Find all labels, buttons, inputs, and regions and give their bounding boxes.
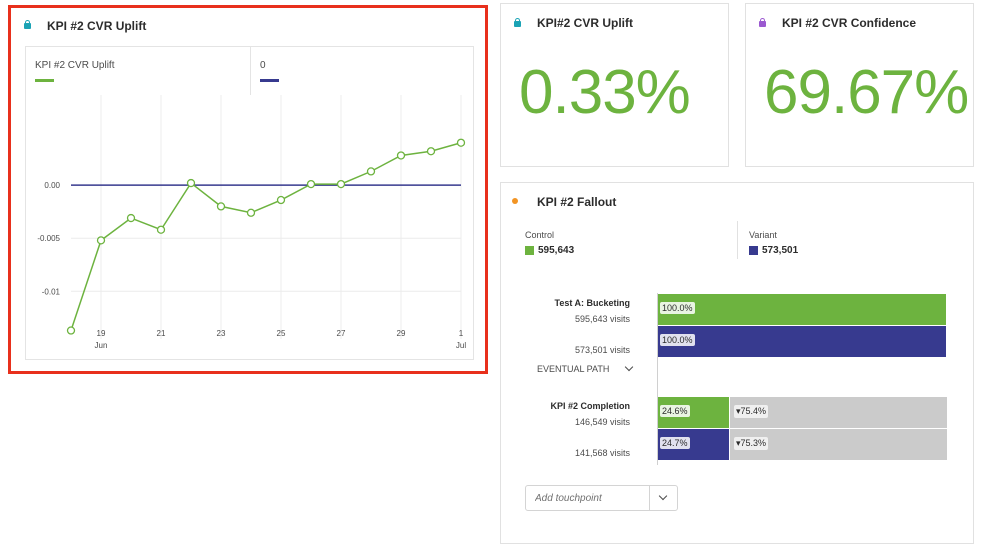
visits-count: 141,568 visits	[574, 448, 630, 458]
data-point	[396, 151, 406, 160]
fallout-dropoff-control[interactable]: ▾75.4%	[730, 397, 947, 428]
cvr-uplift-chart-panel: KPI #2 CVR Uplift KPI #2 CVR Uplift 0 0.…	[8, 5, 488, 374]
chevron-down-icon	[658, 491, 668, 501]
x-tick-month-label: Jul	[456, 341, 466, 350]
eventual-path-label: EVENTUAL PATH	[537, 364, 610, 374]
cvr-confidence-panel: KPI #2 CVR Confidence 69.67%	[745, 3, 974, 167]
bar-percent: 24.6%	[660, 405, 690, 417]
data-point	[426, 147, 436, 156]
data-point	[96, 236, 106, 245]
fallout-dropoff-variant[interactable]: ▾75.3%	[730, 429, 947, 460]
data-point	[456, 138, 466, 147]
confidence-value: 69.67%	[764, 58, 969, 127]
touchpoint-name[interactable]: Test A: Bucketing	[554, 298, 630, 308]
segment-divider	[737, 221, 738, 259]
segment-swatch	[749, 246, 758, 255]
fallout-panel: KPI #2 Fallout Control 595,643 Variant 5…	[500, 182, 974, 544]
x-tick-label: 19	[97, 329, 106, 338]
chart-area: KPI #2 CVR Uplift 0 0.00 -0.005 -0.01 19 Jun…	[25, 46, 474, 360]
x-tick-month-label: Jun	[95, 341, 108, 350]
legend-item-zero[interactable]: 0	[251, 47, 475, 95]
y-tick-label: -0.01	[42, 287, 61, 296]
x-tick-label: 29	[397, 329, 406, 338]
dropoff-percent: ▾75.4%	[734, 405, 769, 418]
legend-label: KPI #2 CVR Uplift	[35, 60, 115, 71]
bar-percent: 100.0%	[660, 334, 695, 346]
data-point	[216, 202, 226, 211]
touchpoint-name[interactable]: KPI #2 Completion	[550, 401, 630, 411]
bar-percent: 100.0%	[660, 302, 695, 314]
data-point	[66, 326, 76, 335]
eventual-path-toggle[interactable]: EVENTUAL PATH	[537, 362, 637, 377]
dot-icon	[512, 198, 518, 204]
lock-icon	[24, 20, 31, 29]
line-chart: 0.00 -0.005 -0.01 19 Jun 21 23 25 27 29 1 Jul	[37, 95, 466, 350]
segment-count: 595,643	[538, 245, 575, 256]
visits-count: 595,643 visits	[574, 314, 630, 324]
uplift-panel-title: KPI#2 CVR Uplift	[537, 16, 634, 30]
data-point	[246, 208, 256, 217]
add-touchpoint-input[interactable]	[526, 486, 650, 510]
lock-icon	[759, 18, 766, 27]
visits-count: 573,501 visits	[574, 345, 630, 355]
segment-swatch	[525, 246, 534, 255]
y-tick-label: -0.005	[37, 234, 60, 243]
fallout-bar-variant[interactable]: 100.0%	[658, 326, 946, 357]
data-point	[126, 213, 136, 223]
add-touchpoint-dropdown-button[interactable]	[649, 486, 677, 510]
x-tick-label: 21	[157, 329, 166, 338]
x-tick-label: 27	[337, 329, 346, 338]
x-tick-label: 25	[277, 329, 286, 338]
x-tick-label: 1	[459, 329, 464, 338]
add-touchpoint-combobox[interactable]	[525, 485, 678, 511]
segment-label: Variant	[749, 230, 777, 240]
chevron-down-icon	[624, 362, 634, 372]
cvr-uplift-summary-panel: KPI#2 CVR Uplift 0.33%	[500, 3, 729, 167]
data-point	[366, 167, 376, 176]
data-point	[336, 179, 346, 189]
fallout-bar-control[interactable]: 100.0%	[658, 294, 946, 325]
segment-label: Control	[525, 230, 555, 240]
segment-control[interactable]: Control 595,643	[525, 230, 725, 262]
data-point	[276, 195, 286, 205]
dropoff-percent: ▾75.3%	[734, 437, 769, 450]
legend-item-uplift[interactable]: KPI #2 CVR Uplift	[26, 47, 250, 95]
data-point	[306, 179, 316, 189]
fallout-bar-control[interactable]: 24.6%	[658, 397, 729, 428]
fallout-bar-variant[interactable]: 24.7%	[658, 429, 729, 460]
confidence-panel-title: KPI #2 CVR Confidence	[782, 16, 917, 30]
fallout-axis	[657, 293, 658, 465]
visits-count: 146,549 visits	[574, 417, 630, 427]
segment-variant[interactable]: Variant 573,501	[749, 230, 949, 262]
x-tick-label: 23	[217, 329, 226, 338]
legend-swatch	[35, 79, 54, 82]
series-line-uplift	[70, 142, 462, 331]
chart-panel-title: KPI #2 CVR Uplift	[47, 19, 147, 33]
legend-label: 0	[260, 60, 266, 71]
uplift-value: 0.33%	[519, 58, 691, 127]
legend-divider	[250, 47, 251, 95]
data-point	[186, 178, 196, 188]
y-tick-label: 0.00	[44, 181, 60, 190]
data-point	[156, 225, 166, 234]
bar-percent: 24.7%	[660, 437, 690, 449]
legend-swatch	[260, 79, 279, 82]
fallout-title: KPI #2 Fallout	[537, 195, 617, 209]
segment-count: 573,501	[762, 245, 799, 256]
lock-icon	[514, 18, 521, 27]
